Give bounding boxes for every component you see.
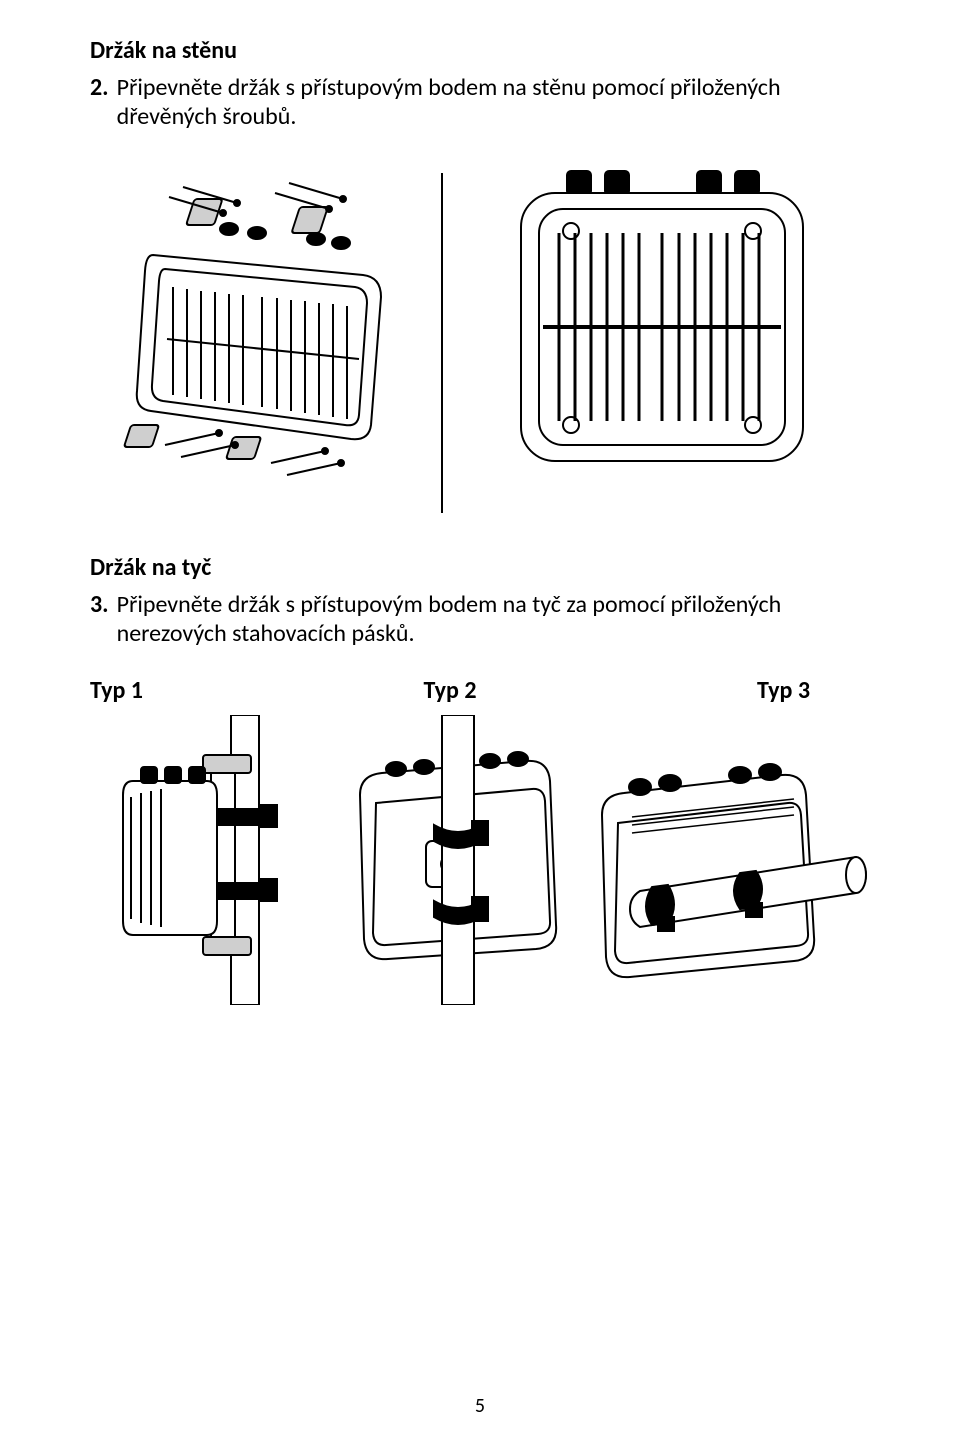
type-3-label: Typ 3 (570, 676, 870, 705)
wall-mount-heading: Držák na stěnu (90, 36, 870, 65)
figure-type-2 (330, 715, 580, 1005)
type-labels-row: Typ 1 Typ 2 Typ 3 (90, 676, 870, 705)
pole-mount-heading: Držák na tyč (90, 553, 870, 582)
type-1-label: Typ 1 (90, 676, 330, 705)
figure-separator (441, 173, 443, 513)
figure-wall-mount-angled (90, 159, 431, 479)
step-2: 2. Připevněte držák s přístupovým bodem … (90, 73, 870, 131)
type-2-label: Typ 2 (330, 676, 570, 705)
figure-wall-mount-rear (453, 159, 870, 489)
figure-type-3 (580, 745, 870, 1005)
page-number: 5 (0, 1394, 960, 1418)
figure-type-1 (90, 715, 330, 1005)
step-2-text: Připevněte držák s přístupovým bodem na … (117, 73, 870, 131)
step-3: 3. Připevněte držák s přístupovým bodem … (90, 590, 870, 648)
step-2-number: 2. (90, 73, 109, 131)
step-3-number: 3. (90, 590, 109, 648)
step-3-text: Připevněte držák s přístupovým bodem na … (117, 590, 870, 648)
